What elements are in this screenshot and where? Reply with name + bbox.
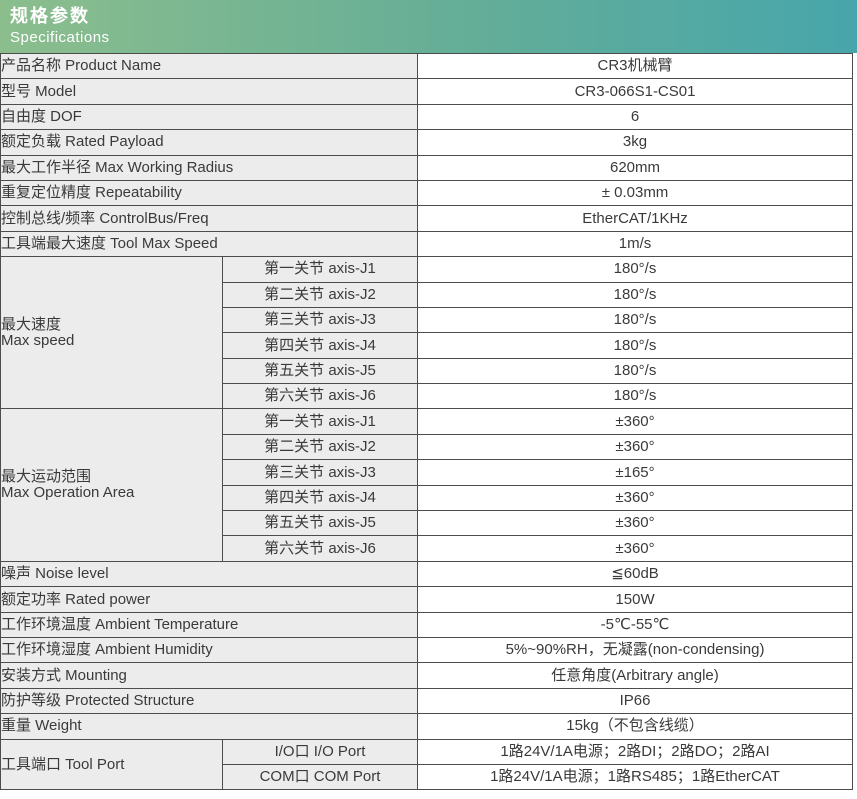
spec-value: 6: [417, 103, 854, 131]
spec-row-max-area-j4: 第四关节 axis-J4 ±360°: [1, 484, 854, 512]
spec-row-max-area-j3: 第三关节 axis-J3 ±165°: [1, 459, 854, 486]
spec-value: 任意角度(Arbitrary angle): [417, 662, 854, 689]
spec-row-ambient-humidity: 工作环境湿度 Ambient Humidity 5%~90%RH，无凝露(non…: [0, 636, 854, 664]
section-header: 规格参数 Specifications: [0, 0, 857, 53]
spec-value: ≦60dB: [417, 560, 854, 588]
spec-value: ±360°: [417, 484, 854, 512]
spec-row-model: 型号 Model CR3-066S1-CS01: [0, 78, 854, 105]
spec-row-dof: 自由度 DOF 6: [0, 103, 854, 131]
spec-row-rated-power: 额定功率 Rated power 150W: [0, 586, 854, 613]
spec-label: 安装方式 Mounting: [0, 662, 419, 689]
spec-label: 产品名称 Product Name: [0, 52, 419, 80]
joint-label: 第六关节 axis-J6: [221, 535, 419, 562]
joint-label: 第五关节 axis-J5: [221, 357, 419, 385]
spec-label: 最大工作半径 Max Working Radius: [0, 154, 419, 181]
spec-label: 重量 Weight: [0, 713, 419, 740]
spec-value: ± 0.03mm: [417, 179, 854, 207]
spec-row-controlbus-freq: 控制总线/频率 ControlBus/Freq EtherCAT/1KHz: [0, 205, 854, 232]
joint-label: 第一关节 axis-J1: [221, 408, 419, 435]
spec-label: 工作环境温度 Ambient Temperature: [0, 611, 419, 638]
joint-label: 第六关节 axis-J6: [221, 383, 419, 410]
spec-value: ±165°: [417, 459, 854, 486]
spec-value: ±360°: [417, 408, 854, 435]
section-title-en: Specifications: [10, 29, 110, 46]
spec-row-product-name: 产品名称 Product Name CR3机械臂: [0, 52, 854, 80]
spec-row-mounting: 安装方式 Mounting 任意角度(Arbitrary angle): [0, 662, 854, 689]
spec-row-protected-structure: 防护等级 Protected Structure IP66: [0, 687, 854, 715]
spec-row-max-speed-j3: 第三关节 axis-J3 180°/s: [1, 306, 854, 334]
spec-value: 180°/s: [417, 357, 854, 385]
spec-label: 自由度 DOF: [0, 103, 419, 131]
joint-label: 第二关节 axis-J2: [221, 433, 419, 461]
spec-row-max-area-j6: 第六关节 axis-J6 ±360°: [1, 535, 854, 562]
spec-row-ambient-temperature: 工作环境温度 Ambient Temperature -5℃-55℃: [0, 611, 854, 638]
spec-value: ±360°: [417, 510, 854, 537]
joint-label: 第三关节 axis-J3: [221, 459, 419, 486]
spec-label: 控制总线/频率 ControlBus/Freq: [0, 205, 419, 232]
spec-row-rated-payload: 额定负载 Rated Payload 3kg: [0, 129, 854, 156]
spec-value: -5℃-55℃: [417, 611, 854, 638]
port-label: COM口 COM Port: [221, 763, 419, 791]
spec-value: 1m/s: [417, 230, 854, 258]
specifications-table: 产品名称 Product Name CR3机械臂 型号 Model CR3-06…: [0, 52, 854, 791]
joint-label: 第二关节 axis-J2: [221, 281, 419, 308]
spec-label: 工作环境湿度 Ambient Humidity: [0, 636, 419, 664]
spec-row-max-area-j1: 最大运动范围 Max Operation Area 第一关节 axis-J1 ±…: [0, 408, 854, 562]
spec-row-max-speed-j2: 第二关节 axis-J2 180°/s: [1, 281, 854, 308]
spec-value: 180°/s: [417, 256, 854, 283]
spec-label: 防护等级 Protected Structure: [0, 687, 419, 715]
spec-row-max-speed-j4: 第四关节 axis-J4 180°/s: [1, 332, 854, 359]
spec-value: EtherCAT/1KHz: [417, 205, 854, 232]
group-label-tool-port: 工具端口 Tool Port: [0, 738, 223, 791]
spec-value: 180°/s: [417, 332, 854, 359]
spec-label: 重复定位精度 Repeatability: [0, 179, 419, 207]
spec-row-io-port: 工具端口 Tool Port I/O口 I/O Port 1路24V/1A电源；…: [0, 738, 854, 791]
spec-value: CR3-066S1-CS01: [417, 78, 854, 105]
spec-row-tool-max-speed: 工具端最大速度 Tool Max Speed 1m/s: [0, 230, 854, 258]
spec-value: 620mm: [417, 154, 854, 181]
spec-label: 额定功率 Rated power: [0, 586, 419, 613]
spec-row-com-port: COM口 COM Port 1路24V/1A电源；1路RS485；1路Ether…: [1, 763, 854, 791]
spec-row-max-speed-j1: 最大速度 Max speed 第一关节 axis-J1 180°/s: [0, 256, 854, 410]
spec-row-max-speed-j6: 第六关节 axis-J6 180°/s: [1, 383, 854, 410]
spec-value: 180°/s: [417, 281, 854, 308]
joint-label: 第五关节 axis-J5: [221, 510, 419, 537]
spec-value: IP66: [417, 687, 854, 715]
spec-value: 3kg: [417, 129, 854, 156]
spec-value: ±360°: [417, 535, 854, 562]
joint-label: 第一关节 axis-J1: [221, 256, 419, 283]
spec-label: 噪声 Noise level: [0, 560, 419, 588]
spec-row-repeatability: 重复定位精度 Repeatability ± 0.03mm: [0, 179, 854, 207]
spec-value: 1路24V/1A电源；2路DI；2路DO；2路AI: [417, 738, 854, 765]
group-label-max-speed: 最大速度 Max speed: [0, 256, 223, 410]
port-label: I/O口 I/O Port: [221, 738, 419, 765]
group-label-zh: 最大速度: [1, 316, 62, 334]
group-label-en: Max speed: [1, 331, 75, 349]
spec-value: 1路24V/1A电源；1路RS485；1路EtherCAT: [417, 763, 854, 791]
joint-label: 第四关节 axis-J4: [221, 332, 419, 359]
spec-value: 15kg（不包含线缆）: [417, 713, 854, 740]
spec-label: 型号 Model: [0, 78, 419, 105]
group-label-max-operation-area: 最大运动范围 Max Operation Area: [0, 408, 223, 562]
spec-label: 工具端最大速度 Tool Max Speed: [0, 230, 419, 258]
spec-value: CR3机械臂: [417, 52, 854, 80]
spec-row-max-speed-j5: 第五关节 axis-J5 180°/s: [1, 357, 854, 385]
spec-value: 5%~90%RH，无凝露(non-condensing): [417, 636, 854, 664]
section-title-zh: 规格参数: [10, 6, 90, 26]
joint-label: 第三关节 axis-J3: [221, 306, 419, 334]
spec-row-noise-level: 噪声 Noise level ≦60dB: [0, 560, 854, 588]
group-label-en: Max Operation Area: [1, 484, 135, 502]
spec-value: 180°/s: [417, 306, 854, 334]
joint-label: 第四关节 axis-J4: [221, 484, 419, 512]
spec-value: 150W: [417, 586, 854, 613]
spec-row-weight: 重量 Weight 15kg（不包含线缆）: [0, 713, 854, 740]
spec-label: 额定负载 Rated Payload: [0, 129, 419, 156]
group-label-zh: 最大运动范围: [1, 468, 92, 486]
spec-value: 180°/s: [417, 383, 854, 410]
spec-value: ±360°: [417, 433, 854, 461]
spec-row-max-working-radius: 最大工作半径 Max Working Radius 620mm: [0, 154, 854, 181]
